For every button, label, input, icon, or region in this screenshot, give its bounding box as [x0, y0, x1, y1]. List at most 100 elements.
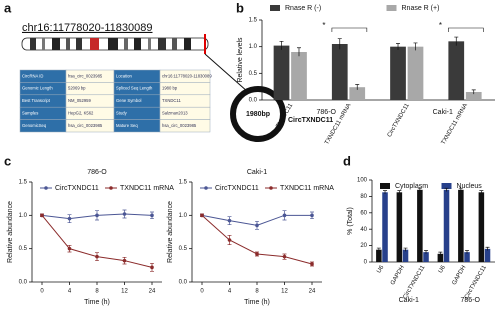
table-text: Salzman2013 [162, 111, 188, 116]
y-tick-label: 1.0 [249, 44, 258, 50]
error-bar [465, 250, 470, 254]
y-tick-label: 80 [360, 194, 367, 200]
bar [417, 189, 423, 262]
error-bar [444, 187, 449, 192]
x-tick-label: CircTXNDC11 [464, 264, 488, 300]
table-text: hsa_circ_0023985 [68, 123, 103, 128]
legend-label: TXNDC11 mRNA [120, 185, 174, 192]
chart-title: 786-O [87, 169, 107, 176]
marker [67, 246, 72, 251]
bar [331, 44, 348, 100]
table-text: hsa_circ_0023985 [68, 73, 103, 78]
bar [443, 189, 450, 262]
error-bar [279, 40, 284, 50]
x-tick-label: 24 [149, 289, 156, 295]
error-bar [485, 246, 490, 251]
marker [67, 216, 72, 221]
y-tick-label: 0.5 [19, 246, 28, 252]
legend-swatch [204, 186, 208, 190]
marker [255, 223, 259, 228]
marker [227, 238, 232, 242]
panel-label: a [4, 0, 12, 15]
panel-label: b [236, 0, 244, 15]
bar [376, 249, 382, 262]
bar [484, 248, 491, 262]
y-tick-label: 0.0 [179, 280, 188, 286]
legend-label: Rnase R (-) [285, 5, 321, 12]
y-tick-label: 1.0 [19, 213, 28, 219]
group-label: 786-O [461, 297, 481, 304]
x-tick-label: 0 [40, 289, 44, 295]
marker [95, 213, 99, 218]
y-axis-label: % (Total) [347, 207, 354, 235]
significance-bracket [448, 27, 484, 32]
bar [273, 45, 290, 100]
y-tick-label: 0.5 [179, 246, 188, 252]
legend-label: TXNDC11 mRNA [280, 185, 334, 192]
legend-label: Nucleus [457, 183, 483, 190]
legend-label: CircTXNDC11 [215, 185, 259, 192]
marker [150, 213, 154, 218]
bar [396, 192, 403, 262]
x-axis-label: Time (h) [84, 299, 110, 306]
error-bar [479, 190, 484, 194]
error-bar [383, 190, 388, 194]
bar [291, 52, 307, 100]
y-axis-label: Relative abundance [7, 201, 14, 263]
legend-label: CircTXNDC11 [55, 185, 99, 192]
bar [448, 41, 465, 100]
locus-label: chr16:11778020-11830089 [22, 22, 153, 34]
x-tick-label: CircTXNDC11 [387, 102, 411, 138]
y-tick-label: 1.5 [19, 180, 28, 186]
error-bar [413, 42, 418, 51]
legend-swatch [44, 186, 48, 190]
y-tick-label: 0.0 [19, 280, 28, 286]
marker [150, 265, 154, 270]
bar [407, 46, 424, 100]
marker [310, 262, 314, 266]
table-text: chr16:11778020-11830089 [162, 73, 212, 78]
y-tick-label: 0.5 [249, 71, 258, 77]
x-tick-label: 4 [68, 289, 72, 295]
x-tick-label: U6 [376, 264, 385, 274]
x-tick-label: 24 [309, 289, 316, 295]
y-tick-label: 20 [360, 243, 367, 249]
bar [382, 192, 388, 262]
table-text: 52069 bp [68, 86, 86, 91]
error-bar [376, 247, 381, 252]
x-axis-label: Time (h) [244, 299, 270, 306]
table-text: NM_052959 [68, 98, 91, 103]
table-text: Gene Symbol [116, 98, 141, 103]
x-tick-label: 12 [121, 289, 128, 295]
bar [437, 253, 444, 262]
table-text: Location [116, 73, 133, 78]
x-tick-label: 8 [255, 289, 259, 295]
bar [390, 46, 406, 100]
table-text: HepG2, K562 [68, 111, 94, 116]
y-tick-label: 1.5 [249, 18, 258, 24]
marker [95, 254, 99, 259]
y-axis-label: Relative levels [237, 37, 244, 83]
group-label: Caki-1 [399, 297, 419, 304]
table-text: Genomic Length [22, 86, 53, 91]
marker [122, 212, 127, 216]
bar [478, 192, 485, 262]
y-axis-label: Relative abundance [167, 201, 174, 263]
legend-swatch [380, 183, 390, 189]
legend-label: Cytoplasm [395, 183, 428, 190]
table-text: hsa_circ_0023985 [162, 123, 197, 128]
table-text: CircRNA ID [22, 73, 43, 78]
x-tick-label: U6 [438, 264, 447, 274]
error-bar [438, 251, 443, 256]
table-text: 1980 bp [162, 86, 178, 91]
table-text: Spliced Seq Length [116, 86, 153, 91]
table-cell [159, 119, 211, 133]
error-bar [396, 43, 401, 50]
marker [255, 252, 259, 256]
error-bar [397, 190, 402, 194]
y-tick-label: 0 [364, 260, 368, 266]
table-text: GenomicSeq [22, 123, 47, 128]
table-text: Best Transcript [22, 98, 51, 103]
